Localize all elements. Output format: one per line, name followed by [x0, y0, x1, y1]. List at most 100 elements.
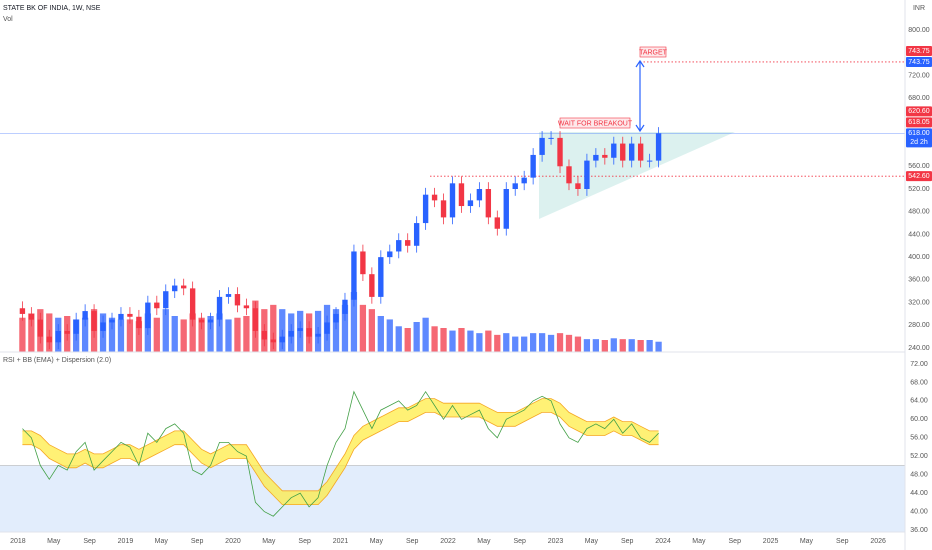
volume-bar [413, 322, 420, 352]
candle-body [530, 154, 536, 178]
candle-body [82, 311, 88, 320]
candle-body [28, 313, 35, 320]
volume-bar [332, 309, 340, 352]
candle-body [324, 322, 330, 334]
volume-bar [521, 336, 528, 352]
rsi-line [22, 390, 659, 517]
candle-body [351, 251, 357, 300]
volume-bar [583, 339, 591, 352]
countdown: 2d 2h [910, 139, 928, 146]
candle-body [261, 330, 268, 340]
price-tag-label: 743.75 [908, 48, 930, 55]
x-tick-label: 2020 [225, 538, 241, 545]
annotation-box [639, 46, 667, 58]
y-tick-label: 480.00 [908, 209, 930, 216]
x-tick-label: Sep [621, 538, 634, 545]
currency: INR [913, 5, 925, 12]
annotation: WAIT FOR BREAKOUT [558, 120, 633, 127]
x-tick-label: May [800, 538, 814, 545]
rsi-tick-label: 36.00 [910, 527, 928, 534]
candle-body [73, 319, 79, 334]
candle-body [189, 288, 196, 320]
candle-body [91, 311, 97, 331]
price-tag [906, 106, 932, 117]
volume-bar [619, 339, 626, 352]
candle-body [172, 285, 178, 292]
candle-body [333, 313, 339, 323]
volume-bar [386, 319, 393, 352]
x-tick-label: May [262, 538, 276, 545]
rsi-tick-label: 44.00 [910, 490, 928, 497]
volume-bar [270, 304, 277, 352]
candle-body [521, 177, 527, 184]
candle-body [216, 296, 223, 320]
y-tick-label: 280.00 [908, 322, 930, 329]
volume-bar [494, 334, 501, 352]
volume-bar [431, 326, 438, 352]
volume-bar [341, 304, 349, 352]
y-tick-label: 440.00 [908, 231, 930, 238]
volume-bar [610, 338, 617, 352]
volume-bar [135, 321, 143, 352]
volume-bar [547, 334, 555, 352]
y-tick-label: 720.00 [908, 72, 930, 79]
candle-body [655, 133, 662, 161]
candle-body [270, 339, 276, 343]
volume-bar [404, 328, 411, 352]
rsi-band [22, 398, 659, 505]
rsi-tick-label: 48.00 [910, 472, 928, 479]
x-tick-label: May [47, 538, 61, 545]
price-tag [906, 117, 932, 128]
volume-bar [574, 336, 582, 352]
volume-bar [565, 334, 573, 352]
volume-bar [171, 316, 178, 352]
candle-body [449, 183, 456, 218]
volume-bar [458, 328, 465, 352]
candle-body [252, 308, 259, 331]
rsi-band-lower [22, 412, 659, 505]
candle-body [485, 189, 492, 218]
volume-bar [512, 336, 519, 352]
candle-body [396, 240, 402, 252]
volume-bar [189, 313, 196, 352]
candle-body [602, 154, 608, 158]
candle-body [234, 294, 241, 306]
x-tick-label: 2023 [548, 538, 564, 545]
candle-body [297, 328, 303, 331]
candle-body [476, 189, 483, 201]
candle-body [181, 285, 187, 289]
candle-body [145, 302, 151, 329]
volume-bar [467, 330, 474, 352]
x-tick-label: May [155, 538, 169, 545]
x-tick-label: Sep [406, 538, 419, 545]
volume-bar [395, 326, 402, 352]
x-tick-label: May [477, 538, 491, 545]
y-tick-label: 360.00 [908, 277, 930, 284]
price-tag [906, 45, 932, 56]
candle-body [46, 336, 52, 343]
x-tick-label: 2024 [655, 538, 671, 545]
volume-bar [592, 339, 600, 352]
volume-bar [601, 340, 608, 352]
price-tag-label: 618.00 [908, 130, 930, 137]
volume-bar [198, 317, 205, 352]
candle-body [467, 200, 474, 207]
volume-bar [628, 339, 635, 352]
volume-bar [234, 317, 241, 352]
arrow-head [635, 59, 645, 68]
volume-bar [225, 319, 232, 352]
candle-body [629, 143, 635, 161]
x-tick-label: 2019 [118, 538, 134, 545]
target-arrow [635, 59, 645, 133]
candle-body [118, 313, 124, 320]
candle-body [387, 251, 393, 258]
y-tick-label: 400.00 [908, 254, 930, 261]
rsi-tick-label: 72.00 [910, 361, 928, 368]
price-tag-label: 620.60 [908, 108, 930, 115]
price-tag-label: 743.75 [908, 59, 930, 66]
candle-body [127, 313, 133, 317]
candle-body [422, 194, 429, 224]
volume-bar [377, 316, 384, 352]
volume-bar [117, 319, 125, 352]
